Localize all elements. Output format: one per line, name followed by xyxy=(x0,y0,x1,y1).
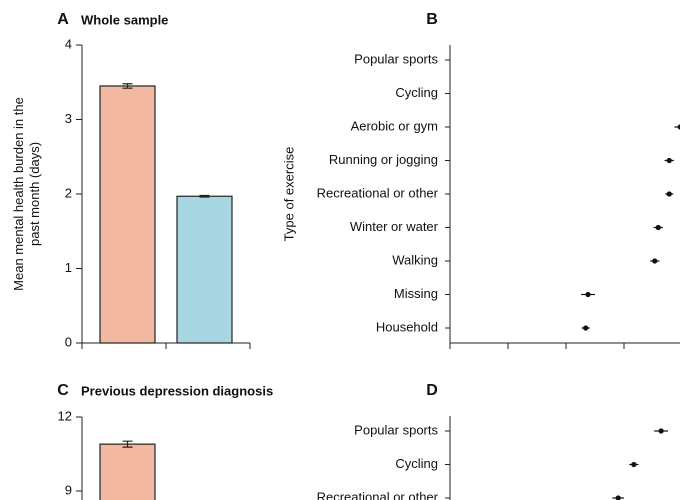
panel-letter: B xyxy=(426,11,438,28)
error-bar xyxy=(122,440,133,448)
category-label: Recreational or other xyxy=(317,185,439,200)
category-label: Recreational or other xyxy=(317,489,439,500)
y-tick-label: 0 xyxy=(65,334,72,349)
error-bar xyxy=(122,83,133,89)
y-tick-label: 2 xyxy=(65,185,72,200)
panel-letter: D xyxy=(426,382,438,399)
category-label: Winter or water xyxy=(350,219,439,234)
category-label: Cycling xyxy=(395,85,438,100)
panel-title: Previous depression diagnosis xyxy=(81,383,273,398)
category-label: Cycling xyxy=(395,456,438,471)
point xyxy=(583,325,589,331)
point xyxy=(655,224,661,231)
category-label: Walking xyxy=(392,252,438,267)
point xyxy=(666,157,672,164)
category-label: Popular sports xyxy=(354,422,438,437)
bar xyxy=(99,85,156,344)
category-label: Aerobic or gym xyxy=(351,118,438,133)
y-tick-label: 12 xyxy=(58,408,72,423)
point xyxy=(658,428,664,434)
error-bar xyxy=(199,194,210,198)
panel-letter: A xyxy=(57,11,69,28)
point xyxy=(585,291,591,298)
bar xyxy=(99,443,156,500)
category-label: Running or jogging xyxy=(329,152,438,167)
panel-letter: C xyxy=(57,382,69,399)
y-axis-label: Type of exercise xyxy=(281,147,296,242)
y-tick-label: 3 xyxy=(65,111,72,126)
y-tick-label: 1 xyxy=(65,260,72,275)
y-axis-label: Mean mental health burden in thepast mon… xyxy=(12,97,43,291)
category-label: Popular sports xyxy=(354,51,438,66)
category-label: Missing xyxy=(394,286,438,301)
point xyxy=(631,461,637,468)
point xyxy=(652,258,658,264)
panel-title: Whole sample xyxy=(81,12,168,27)
point xyxy=(666,191,672,197)
bar xyxy=(176,195,233,344)
y-tick-label: 9 xyxy=(65,482,72,497)
y-tick-label: 4 xyxy=(65,36,72,51)
point xyxy=(615,495,621,500)
point xyxy=(677,124,680,130)
category-label: Household xyxy=(376,319,438,334)
